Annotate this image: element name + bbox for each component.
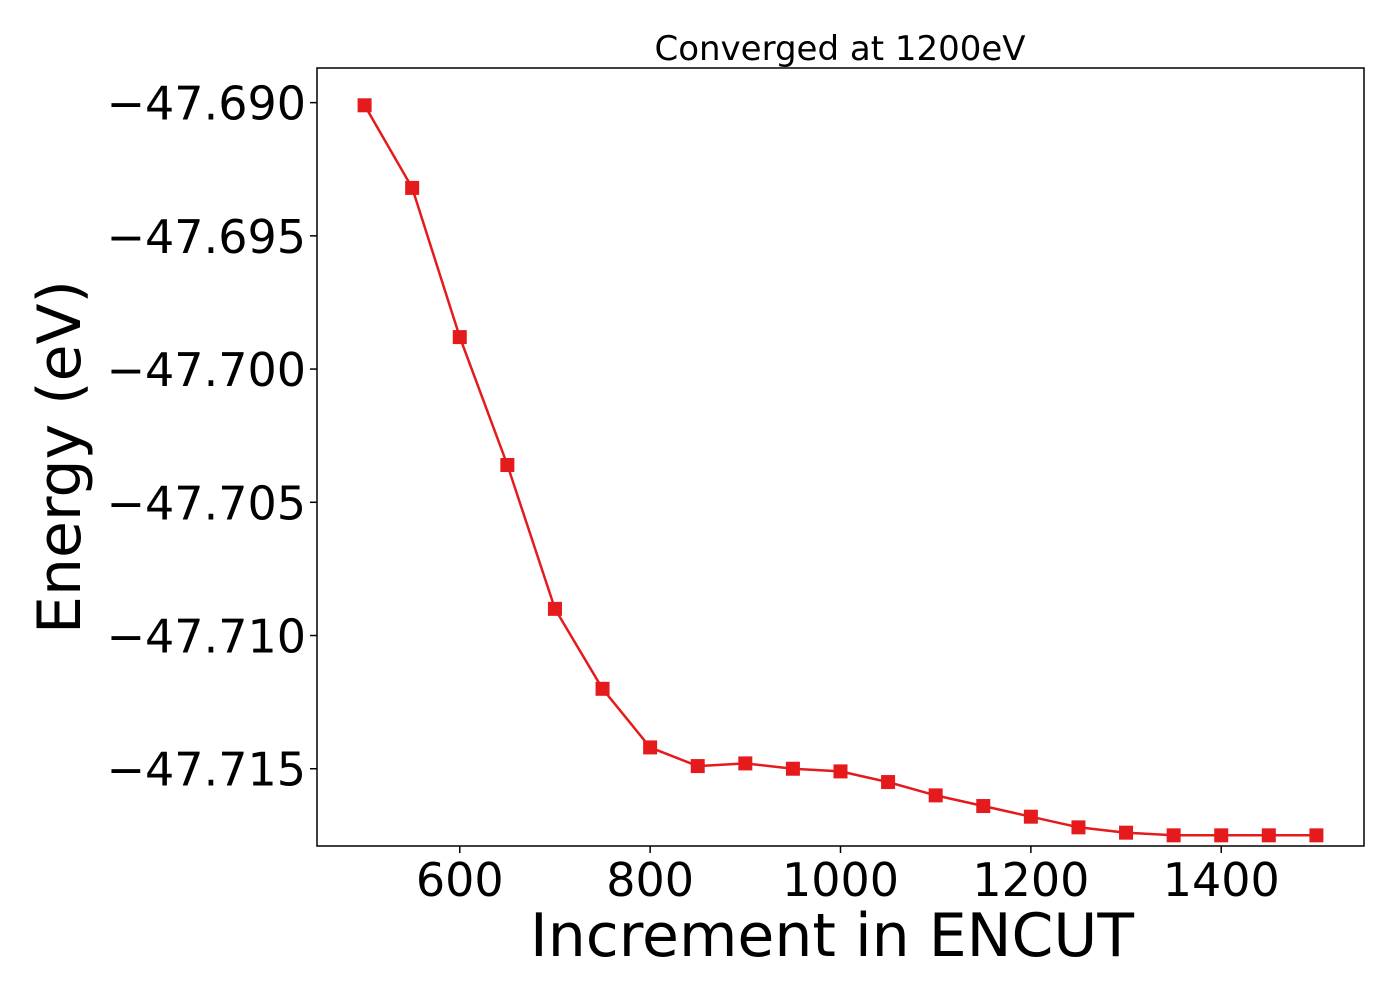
data-point-marker xyxy=(738,756,753,771)
y-tick-label: −47.690 xyxy=(107,77,307,131)
data-point-marker xyxy=(643,740,658,755)
data-point-marker xyxy=(1309,828,1324,843)
data-point-marker xyxy=(405,180,420,195)
data-point-marker xyxy=(976,799,991,814)
data-point-marker xyxy=(357,98,372,113)
data-point-marker xyxy=(500,457,515,472)
data-point-marker xyxy=(1119,825,1134,840)
data-point-marker xyxy=(1166,828,1181,843)
data-point-marker xyxy=(452,330,467,345)
x-axis-ticks: 600 800 1000 1200 1400 xyxy=(416,846,1280,907)
y-tick-label: −47.700 xyxy=(107,343,307,397)
data-point-marker xyxy=(595,681,610,696)
data-point-marker xyxy=(547,601,562,616)
data-point-marker xyxy=(833,764,848,779)
data-point-marker xyxy=(1214,828,1229,843)
data-point-marker xyxy=(690,759,705,774)
y-tick-label: −47.710 xyxy=(107,610,307,664)
x-tick-label: 1200 xyxy=(972,853,1089,907)
x-tick-label: 1000 xyxy=(782,853,899,907)
plot-area-frame xyxy=(316,67,1365,847)
y-axis-title: Energy (eV) xyxy=(25,280,95,634)
x-tick-label: 800 xyxy=(606,853,694,907)
data-point-marker xyxy=(928,788,943,803)
x-axis-title: Increment in ENCUT xyxy=(530,901,1134,971)
series-layer xyxy=(357,98,1324,843)
chart-title: Converged at 1200eV xyxy=(654,29,1025,69)
data-point-marker xyxy=(1071,820,1086,835)
y-axis-ticks: −47.690 −47.695 −47.700 −47.705 −47.710 −47.7… xyxy=(107,77,317,797)
y-tick-label: −47.715 xyxy=(107,743,307,797)
x-tick-label: 1400 xyxy=(1163,853,1280,907)
data-point-marker xyxy=(1023,809,1038,824)
data-point-marker xyxy=(1261,828,1276,843)
data-point-marker xyxy=(785,761,800,776)
y-tick-label: −47.695 xyxy=(107,210,307,264)
x-tick-label: 600 xyxy=(416,853,504,907)
data-point-marker xyxy=(881,775,896,790)
y-tick-label: −47.705 xyxy=(107,476,307,530)
